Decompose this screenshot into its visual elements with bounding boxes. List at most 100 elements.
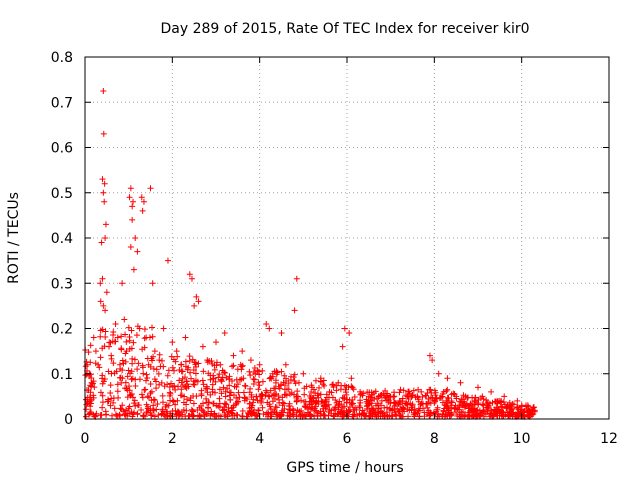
scatter-point: [114, 412, 121, 419]
scatter-point: [82, 363, 89, 370]
scatter-point: [166, 392, 173, 399]
data-point: [293, 275, 300, 282]
scatter-point: [396, 389, 403, 396]
scatter-point: [150, 396, 157, 403]
scatter-point: [459, 396, 466, 403]
scatter-point: [205, 404, 212, 411]
scatter-point: [233, 383, 240, 390]
x-tick-label: 0: [81, 431, 90, 447]
scatter-point: [379, 410, 386, 417]
scatter-point: [247, 385, 254, 392]
scatter-point: [148, 388, 155, 395]
scatter-point: [164, 372, 171, 379]
data-point: [100, 130, 107, 137]
scatter-point: [276, 399, 283, 406]
scatter-point: [489, 399, 496, 406]
scatter-point: [503, 404, 510, 411]
scatter-point: [187, 394, 194, 401]
scatter-point: [141, 344, 148, 351]
scatter-point: [225, 404, 232, 411]
scatter-point: [439, 399, 446, 406]
data-points: [84, 87, 536, 418]
data-point: [173, 348, 180, 355]
scatter-point: [253, 412, 260, 419]
scatter-point: [114, 381, 121, 388]
scatter-point: [183, 378, 190, 385]
scatter-point: [97, 412, 104, 419]
scatter-point: [171, 382, 178, 389]
scatter-point: [410, 411, 417, 418]
data-point: [106, 343, 113, 350]
scatter-point: [403, 400, 410, 407]
data-point: [130, 266, 137, 273]
x-axis-label: GPS time / hours: [286, 460, 403, 476]
data-point: [100, 302, 107, 309]
data-point: [429, 357, 436, 364]
data-point: [326, 388, 333, 395]
scatter-point: [256, 382, 263, 389]
scatter-point: [410, 387, 417, 394]
scatter-point: [251, 409, 257, 416]
scatter-point: [141, 387, 148, 394]
scatter-point: [309, 404, 316, 411]
scatter-point: [109, 412, 116, 419]
data-point: [97, 298, 104, 305]
scatter-point: [427, 411, 434, 418]
data-point: [230, 352, 237, 359]
scatter-point: [312, 403, 319, 410]
data-point: [475, 384, 481, 391]
scatter-point: [100, 378, 107, 385]
data-point: [134, 248, 141, 255]
data-point: [169, 339, 176, 346]
scatter-point: [262, 411, 269, 418]
data-point: [396, 397, 403, 404]
scatter-point: [168, 380, 175, 387]
scatter-point: [477, 410, 484, 417]
scatter-point: [320, 381, 327, 388]
scatter-point: [509, 409, 516, 416]
scatter-point: [154, 400, 161, 407]
scatter-point: [432, 389, 439, 396]
scatter-point: [97, 333, 104, 340]
scatter-point: [384, 412, 391, 419]
data-point: [263, 320, 270, 327]
scatter-point: [102, 328, 109, 335]
scatter-point: [259, 378, 266, 385]
scatter-point: [426, 386, 433, 393]
scatter-point: [357, 399, 364, 406]
scatter-point: [285, 380, 292, 387]
scatter-point: [210, 375, 217, 382]
data-point: [129, 203, 136, 210]
data-point: [97, 280, 104, 287]
scatter-point: [259, 391, 266, 398]
scatter-point: [143, 371, 150, 378]
scatter-point: [345, 407, 352, 414]
scatter-point: [262, 392, 269, 399]
data-point: [317, 375, 324, 382]
scatter-point: [102, 333, 109, 340]
scatter-point: [108, 370, 115, 377]
scatter-point: [317, 412, 324, 419]
scatter-point: [270, 385, 277, 392]
data-point: [266, 325, 273, 332]
data-point: [92, 348, 99, 355]
data-point: [138, 194, 145, 201]
scatter-point: [124, 394, 131, 401]
scatter-point: [288, 373, 295, 380]
data-point: [102, 235, 109, 241]
scatter-point: [138, 391, 145, 398]
scatter-point: [441, 405, 448, 412]
scatter-point: [409, 401, 416, 408]
scatter-point: [209, 360, 216, 367]
scatter-point: [294, 388, 301, 395]
scatter-point: [281, 372, 288, 379]
scatter-point: [380, 390, 387, 397]
scatter-point: [381, 404, 388, 411]
data-point: [309, 384, 316, 391]
data-point: [101, 180, 108, 187]
scatter-point: [229, 363, 236, 370]
data-point: [346, 330, 353, 337]
scatter-point: [176, 377, 183, 384]
y-tick-label: 0.5: [51, 186, 73, 202]
scatter-point: [255, 379, 262, 386]
